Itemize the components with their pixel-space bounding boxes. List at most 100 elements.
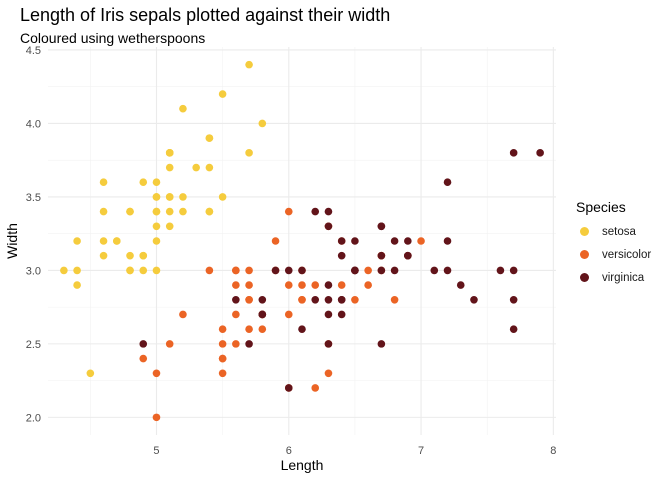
point-virginica <box>324 222 333 231</box>
point-virginica <box>390 237 399 245</box>
point-virginica <box>324 310 333 319</box>
point-virginica <box>509 149 518 157</box>
point-virginica <box>337 295 346 304</box>
point-virginica <box>298 325 306 333</box>
point-virginica <box>284 266 293 275</box>
point-setosa <box>258 119 267 128</box>
point-virginica <box>509 295 518 304</box>
legend-title: Species <box>576 199 626 215</box>
point-virginica <box>430 266 439 275</box>
point-virginica <box>271 266 280 275</box>
point-setosa <box>152 207 161 216</box>
point-versicolor <box>218 340 227 348</box>
x-tick-label: 6 <box>286 445 292 457</box>
point-versicolor <box>245 266 253 275</box>
legend-label-setosa: setosa <box>602 225 636 238</box>
legend-marker-setosa <box>580 227 589 236</box>
point-versicolor <box>390 295 399 304</box>
point-virginica <box>284 384 293 392</box>
legend-label-versicolor: versicolor <box>602 248 652 261</box>
point-virginica <box>311 295 320 304</box>
point-setosa <box>73 266 81 275</box>
point-versicolor <box>152 369 161 378</box>
point-virginica <box>377 222 386 231</box>
point-versicolor <box>179 310 187 319</box>
point-virginica <box>337 310 346 319</box>
point-setosa <box>245 60 253 69</box>
point-setosa <box>73 281 81 289</box>
point-virginica <box>337 251 346 260</box>
point-virginica <box>351 237 359 245</box>
point-setosa <box>152 237 161 245</box>
point-virginica <box>311 207 320 216</box>
point-virginica <box>496 266 505 275</box>
point-versicolor <box>165 340 174 348</box>
point-virginica <box>139 340 148 348</box>
legend-marker-versicolor <box>580 250 589 259</box>
point-versicolor <box>258 325 267 333</box>
y-tick-label: 4.5 <box>26 45 41 57</box>
point-virginica <box>443 237 452 245</box>
point-setosa <box>192 163 200 172</box>
point-versicolor <box>271 237 280 245</box>
point-virginica <box>377 251 386 260</box>
point-setosa <box>139 251 148 260</box>
tick-labels: 5 6 7 8 2.0 2.5 3.0 3.5 4.0 4.5 <box>26 45 557 457</box>
point-versicolor <box>284 281 293 289</box>
y-tick-label: 2.0 <box>26 412 41 424</box>
legend: Species setosa versicolor virginica <box>576 199 651 289</box>
grid-layer <box>48 47 556 435</box>
point-versicolor <box>218 325 227 333</box>
point-versicolor <box>298 281 306 289</box>
point-versicolor <box>351 295 359 304</box>
point-versicolor <box>205 266 214 275</box>
point-virginica <box>324 295 333 304</box>
point-virginica <box>258 310 267 319</box>
point-virginica <box>351 266 359 275</box>
point-virginica <box>404 251 412 260</box>
point-virginica <box>536 149 544 157</box>
point-setosa <box>126 207 134 216</box>
point-versicolor <box>232 281 240 289</box>
point-versicolor <box>311 281 320 289</box>
point-setosa <box>152 266 161 275</box>
point-virginica <box>377 266 386 275</box>
data-points <box>60 60 544 422</box>
point-versicolor <box>298 295 306 304</box>
point-virginica <box>443 178 452 187</box>
point-versicolor <box>245 281 253 289</box>
point-setosa <box>179 104 187 113</box>
legend-item-virginica: virginica <box>576 266 651 289</box>
point-setosa <box>165 207 174 216</box>
point-versicolor <box>311 384 320 392</box>
point-setosa <box>205 207 214 216</box>
point-versicolor <box>364 266 372 275</box>
y-axis-title: Width <box>4 223 20 259</box>
point-virginica <box>298 266 306 275</box>
point-versicolor <box>139 354 148 363</box>
point-setosa <box>73 237 81 245</box>
point-versicolor <box>337 281 346 289</box>
point-virginica <box>509 325 518 333</box>
x-axis-title: Length <box>281 457 324 473</box>
point-virginica <box>337 237 346 245</box>
point-setosa <box>165 163 174 172</box>
point-setosa <box>126 251 134 260</box>
point-setosa <box>152 193 161 201</box>
point-virginica <box>470 295 478 304</box>
point-virginica <box>456 281 465 289</box>
point-virginica <box>404 237 412 245</box>
point-versicolor <box>324 369 333 378</box>
point-virginica <box>324 281 333 289</box>
point-setosa <box>218 90 227 98</box>
point-setosa <box>218 193 227 201</box>
point-virginica <box>324 340 333 348</box>
legend-item-versicolor: versicolor <box>576 243 651 266</box>
x-tick-label: 5 <box>153 445 159 457</box>
legend-item-setosa: setosa <box>576 220 651 243</box>
point-setosa <box>139 178 148 187</box>
point-setosa <box>99 178 108 187</box>
x-tick-label: 8 <box>550 445 556 457</box>
